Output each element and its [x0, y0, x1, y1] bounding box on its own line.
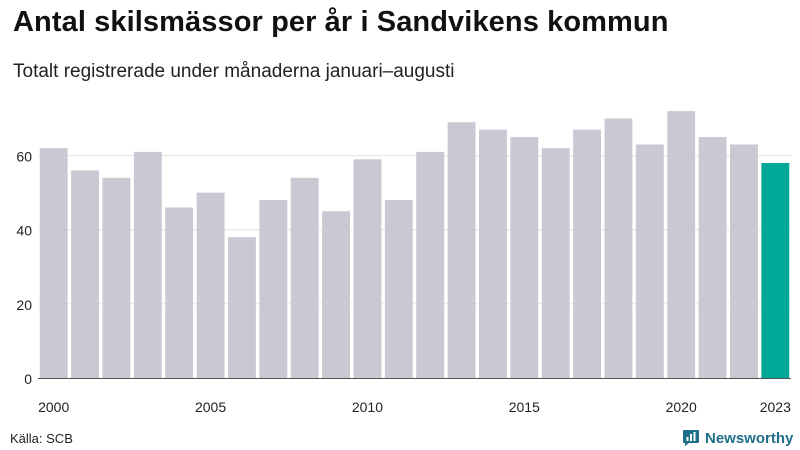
source-note: Källa: SCB: [10, 431, 73, 446]
bar-2019: [635, 144, 664, 378]
bar-2007: [259, 200, 288, 378]
bar-2005: [196, 192, 225, 378]
newsworthy-brand: Newsworthy: [682, 427, 793, 449]
bar-2008: [290, 177, 319, 378]
bar-2003: [133, 151, 162, 378]
bar-2014: [479, 129, 507, 378]
brand-name: Newsworthy: [705, 429, 794, 447]
bar-2016: [541, 148, 570, 378]
bar-2010: [353, 159, 382, 378]
bar-2017: [573, 129, 602, 378]
x-tick-label: 2023: [760, 399, 791, 415]
y-tick-label: 0: [24, 371, 32, 387]
bar-2000: [39, 148, 68, 378]
bar-2002: [102, 177, 131, 378]
chart-subtitle: Totalt registrerade under månaderna janu…: [13, 61, 455, 82]
y-tick-label: 40: [16, 223, 32, 239]
bar-2020: [667, 111, 696, 379]
y-tick-label: 20: [16, 297, 32, 313]
bar-2001: [71, 170, 100, 378]
x-tick-label: 2020: [666, 399, 697, 415]
bar-2004: [165, 207, 194, 378]
bar-2009: [322, 211, 351, 378]
x-tick-label: 2010: [352, 399, 383, 415]
bar-2006: [228, 237, 256, 378]
bar-2021: [698, 137, 727, 378]
bar-2018: [604, 118, 633, 378]
y-tick-label: 60: [16, 149, 32, 165]
newsworthy-logo-icon: [683, 430, 699, 446]
bar-2013: [447, 122, 476, 379]
x-tick-label: 2015: [509, 399, 540, 415]
bar-2022: [730, 144, 758, 378]
bar-2011: [384, 200, 413, 378]
bar-2012: [416, 151, 445, 378]
x-tick-label: 2005: [195, 399, 226, 415]
bar-2015: [510, 137, 539, 378]
chart-title: Antal skilsmässor per år i Sandvikens ko…: [13, 6, 669, 38]
x-tick-label: 2000: [38, 399, 69, 415]
bar-2023: [761, 163, 790, 378]
